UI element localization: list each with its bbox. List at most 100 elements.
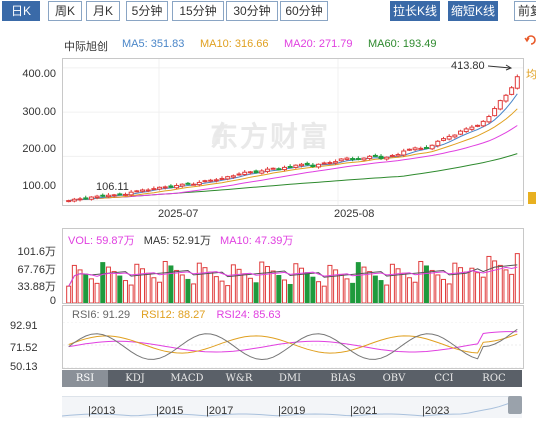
adjust-button[interactable]: 前复 — [514, 1, 536, 21]
volume-bar — [389, 263, 395, 303]
volume-legend: VOL: 59.87万 MA5: 52.91万 MA10: 47.39万 — [68, 232, 293, 248]
candle — [168, 185, 174, 188]
candle — [304, 162, 310, 166]
tab-5min[interactable]: 5分钟 — [126, 1, 168, 21]
volume-bar — [406, 277, 412, 303]
volume-bar — [463, 271, 469, 303]
candle — [281, 166, 287, 171]
candle — [83, 197, 89, 200]
high-annotation: 413.80 — [451, 60, 485, 72]
tab-month-k[interactable]: 月K — [86, 1, 120, 21]
tab-day-k[interactable]: 日K — [2, 1, 40, 21]
tab-kdj[interactable]: KDJ — [125, 373, 145, 384]
tab-week-k[interactable]: 周K — [48, 1, 82, 21]
rsi-chart[interactable] — [63, 322, 523, 368]
price-chart[interactable] — [63, 59, 523, 205]
candle — [253, 170, 259, 174]
date-tick: 2025-08 — [334, 208, 375, 220]
candle — [174, 185, 180, 189]
stock-name: 中际旭创 — [64, 41, 108, 53]
volume-bar — [327, 264, 333, 303]
tab-rsi[interactable]: RSI — [62, 370, 108, 387]
candle — [355, 158, 361, 161]
volume-bar — [145, 272, 151, 303]
volume-bar — [196, 262, 202, 303]
volume-chart[interactable] — [63, 246, 523, 303]
volume-bar — [509, 273, 515, 303]
candle — [418, 147, 424, 150]
candle — [310, 164, 316, 168]
zoom-out-button[interactable]: 缩短K线 — [448, 1, 498, 21]
candle — [406, 148, 412, 151]
candle — [429, 144, 435, 150]
candle — [452, 134, 458, 138]
candle — [230, 175, 236, 178]
settings-icon[interactable] — [524, 33, 536, 47]
volume-bar — [378, 280, 384, 303]
volume-bar — [105, 266, 111, 303]
candle — [463, 128, 469, 133]
volume-bar — [514, 253, 520, 303]
tab-dmi[interactable]: DMI — [278, 373, 302, 384]
volume-bar — [344, 278, 350, 303]
vol-value: VOL: 59.87万 — [68, 235, 135, 247]
candle — [475, 124, 481, 127]
candle — [395, 154, 401, 157]
rsi-tick: 71.52 — [10, 342, 38, 354]
volume-bar — [185, 278, 191, 303]
volume-bar — [66, 285, 72, 303]
candle — [66, 200, 72, 203]
tab-30min[interactable]: 30分钟 — [226, 1, 278, 21]
tab-wr[interactable]: W&R — [225, 373, 253, 384]
volume-bar — [384, 284, 390, 303]
volume-bar — [418, 260, 424, 303]
candle — [338, 158, 344, 162]
high-arrow — [488, 64, 513, 71]
volume-bar — [100, 262, 106, 303]
volume-bar — [497, 264, 503, 303]
volume-bar — [316, 281, 322, 303]
tab-60min[interactable]: 60分钟 — [280, 1, 328, 21]
volume-bar — [429, 269, 435, 303]
volume-bar — [208, 271, 214, 303]
timeline-handle[interactable] — [508, 396, 522, 414]
side-marker: 均 — [526, 69, 536, 81]
volume-bar — [293, 263, 299, 303]
candle — [264, 168, 270, 172]
candle — [242, 171, 248, 175]
candle — [196, 181, 202, 186]
tab-15min[interactable]: 15分钟 — [172, 1, 224, 21]
candle — [446, 135, 452, 140]
price-chart-frame — [62, 58, 524, 206]
volume-bar — [71, 264, 77, 303]
low-annotation: 106.11 — [96, 181, 129, 193]
candle — [162, 186, 168, 189]
candle — [316, 163, 322, 168]
timeline-scroller[interactable]: |2013 |2015 |2017 |2019 |2021 |2023 — [62, 396, 522, 418]
zoom-in-button[interactable]: 拉长K线 — [390, 1, 440, 21]
tab-roc[interactable]: ROC — [482, 373, 506, 384]
candle — [122, 193, 128, 196]
candle — [321, 162, 327, 165]
ma20-legend: MA20: 271.79 — [284, 38, 353, 50]
timeline-year: |2013 — [88, 405, 116, 417]
volume-tick: 101.6万 — [17, 246, 56, 258]
volume-bar — [299, 267, 305, 303]
ma60-legend: MA60: 193.49 — [368, 38, 437, 50]
candle — [105, 194, 111, 198]
volume-bar — [140, 268, 146, 303]
volume-bar — [134, 263, 140, 303]
volume-bar — [225, 285, 231, 303]
price-tick: 300.00 — [22, 106, 56, 118]
candle — [327, 162, 333, 165]
candle — [71, 198, 77, 202]
candle — [100, 194, 106, 197]
tab-macd[interactable]: MACD — [170, 373, 204, 384]
candle — [276, 168, 282, 171]
volume-bar — [401, 272, 407, 303]
volume-bar — [157, 281, 163, 303]
tab-cci[interactable]: CCI — [434, 373, 454, 384]
volume-bar — [253, 282, 259, 303]
tab-bias[interactable]: BIAS — [330, 373, 356, 384]
tab-obv[interactable]: OBV — [382, 373, 406, 384]
